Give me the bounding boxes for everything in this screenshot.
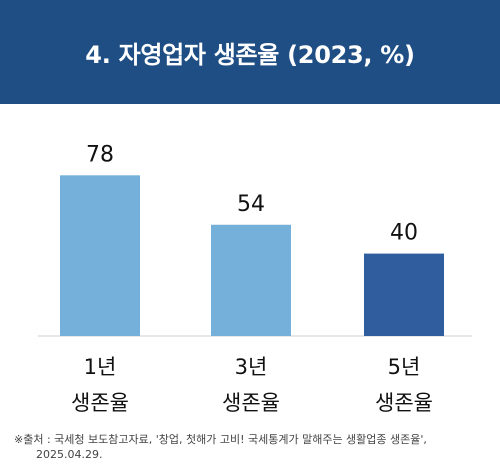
data-label-2: 54 xyxy=(237,192,265,217)
chart-title: 4. 자영업자 생존율 (2023, %) xyxy=(85,40,415,69)
category-label-2-line-2: 생존율 xyxy=(222,391,280,415)
source-line-2: 2025.04.29. xyxy=(36,448,103,461)
bar-3 xyxy=(364,253,444,336)
source-note: ※출처 : 국세청 보도참고자료, '창업, 첫해가 고비! 국세통계가 말해주… xyxy=(14,432,494,462)
bar-1 xyxy=(60,175,140,336)
category-label-3-line-1: 5년 xyxy=(388,355,421,379)
category-label-3-line-2: 생존율 xyxy=(375,391,433,415)
category-label-1-line-2: 생존율 xyxy=(71,391,129,415)
chart-title-bar: 4. 자영업자 생존율 (2023, %) xyxy=(0,0,500,104)
data-label-3: 40 xyxy=(390,221,418,246)
data-label-1: 78 xyxy=(86,142,114,167)
category-label-2-line-1: 3년 xyxy=(235,355,268,379)
bar-2 xyxy=(211,224,291,336)
category-label-1-line-1: 1년 xyxy=(84,355,117,379)
source-line-1: ※출처 : 국세청 보도참고자료, '창업, 첫해가 고비! 국세통계가 말해주… xyxy=(14,433,427,446)
